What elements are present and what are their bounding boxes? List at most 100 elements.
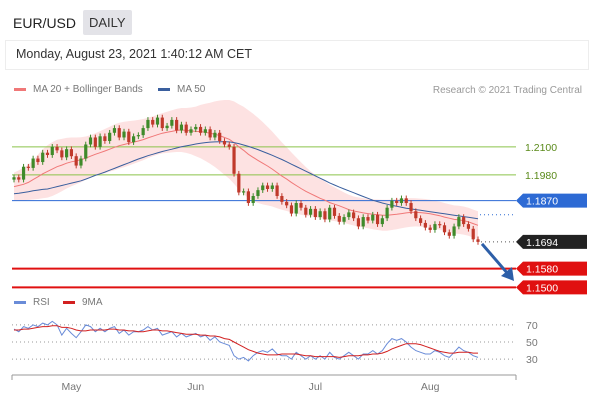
candle-body: [151, 119, 155, 125]
candle-body: [294, 203, 298, 214]
candle-body: [208, 129, 212, 138]
candle-body: [198, 126, 203, 133]
candle-body: [409, 203, 413, 212]
candle: [141, 125, 145, 138]
candle-body: [261, 185, 265, 191]
candle-body: [380, 218, 384, 225]
candle: [328, 204, 332, 223]
candle-body: [175, 119, 179, 131]
candle-body: [399, 198, 404, 204]
candle-body: [371, 214, 375, 221]
candle-body: [265, 185, 270, 189]
candle: [366, 214, 370, 224]
timeframe-badge[interactable]: DAILY: [83, 10, 132, 35]
candle-body: [108, 132, 112, 141]
candle: [418, 215, 423, 226]
level-1-1580-tag: [516, 261, 587, 276]
candle-body: [184, 124, 188, 133]
candle: [136, 132, 140, 140]
rsi-tick-30: 30: [526, 354, 538, 366]
candle: [98, 133, 102, 150]
candle: [74, 153, 78, 169]
ma20-swatch: [14, 88, 26, 91]
research-credit: Research © 2021 Trading Central: [432, 85, 582, 96]
candle: [208, 126, 212, 141]
candle-body: [385, 207, 389, 219]
candle: [423, 220, 427, 231]
candle: [50, 144, 54, 158]
candle-body: [112, 128, 117, 133]
candle-body: [146, 119, 150, 129]
candle: [112, 125, 117, 136]
candle: [308, 206, 313, 218]
candle-body: [93, 137, 97, 147]
candle: [442, 222, 447, 236]
legend-rsi: RSI: [14, 297, 50, 308]
level-1-1870-tag: [516, 193, 587, 208]
candle: [12, 174, 16, 183]
candle-body: [414, 211, 418, 219]
projection-arrow-head: [501, 266, 514, 281]
candle-body: [237, 173, 241, 193]
level-labels-layer: 1.2100 1.1980 1.1870 1.1694 1.1580 1.1500: [480, 142, 587, 295]
candle: [175, 117, 179, 134]
candle-body: [361, 217, 365, 227]
rsi-panel: 70 50 30: [12, 320, 538, 366]
candle-body: [471, 228, 475, 240]
candle-body: [390, 200, 394, 208]
candle: [433, 221, 437, 233]
candle-body: [88, 137, 93, 145]
candle: [313, 206, 317, 220]
candle: [380, 215, 384, 227]
rsi-label: RSI: [33, 297, 50, 308]
candle: [294, 200, 298, 217]
candle-body: [36, 158, 40, 163]
candle-body: [452, 226, 456, 236]
level-1-1580-label: 1.1580: [526, 264, 558, 276]
level-1-1500-tag: [516, 280, 587, 295]
candle-body: [26, 166, 30, 168]
candle: [371, 211, 375, 224]
candle-body: [308, 208, 313, 215]
candle: [452, 223, 456, 239]
candle: [232, 144, 236, 177]
candle-body: [275, 185, 279, 196]
candle: [356, 215, 361, 230]
x-tick-jun: Jun: [187, 381, 204, 393]
candle: [36, 155, 40, 165]
candle: [21, 163, 26, 183]
candle: [203, 126, 207, 136]
candle-body: [395, 200, 399, 204]
candle: [213, 129, 217, 141]
candle: [165, 122, 169, 131]
candle: [270, 182, 274, 192]
candle-body: [12, 177, 16, 180]
candle: [352, 209, 356, 222]
rsi-tick-70: 70: [526, 320, 538, 332]
ma50-line: [13, 141, 479, 220]
candle: [103, 133, 107, 144]
ma9-label: 9MA: [82, 297, 103, 308]
level-1-1500-label: 1.1500: [526, 282, 558, 294]
candle-body: [356, 218, 361, 227]
candles-layer: [12, 114, 480, 245]
candle: [237, 170, 241, 196]
candle: [26, 163, 30, 171]
candle-body: [270, 185, 274, 189]
candle: [198, 124, 203, 136]
candle-body: [136, 135, 140, 137]
legend-ma50: MA 50: [158, 84, 205, 95]
candle-body: [122, 131, 126, 138]
candle: [299, 200, 303, 211]
level-1-1980-label: 1.1980: [525, 170, 557, 182]
candle-body: [251, 196, 255, 204]
candle-body: [74, 156, 78, 166]
candle-body: [213, 132, 217, 138]
candle: [127, 128, 131, 145]
candle: [84, 141, 88, 162]
candle-body: [98, 136, 102, 147]
x-tick-aug: Aug: [421, 381, 440, 393]
bollinger-band: [14, 100, 478, 240]
candle-body: [433, 224, 437, 230]
